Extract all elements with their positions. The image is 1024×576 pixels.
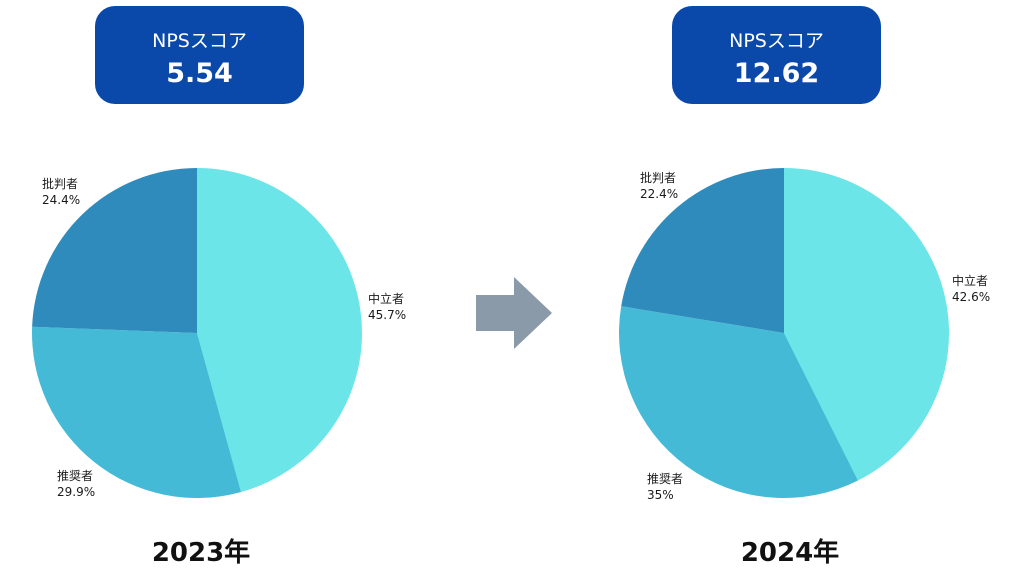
year-label-2024: 2024年: [740, 538, 840, 568]
nps-score-label: NPSスコア: [729, 30, 824, 52]
slice-label-promoter: 推奨者: [57, 469, 93, 483]
year-label-2023: 2023年: [151, 538, 251, 568]
slice-label-detractor: 批判者: [42, 176, 78, 191]
nps-score-value: 5.54: [166, 58, 233, 89]
slice-value-promoter: 29.9%: [57, 485, 95, 499]
slice-value-neutral: 45.7%: [368, 308, 406, 322]
pie-slice-neutral: [784, 168, 949, 481]
slice-value-neutral: 42.6%: [952, 290, 990, 304]
nps-score-box-2024: NPSスコア 12.62: [672, 6, 881, 104]
pie-slice-promoter: [619, 306, 858, 498]
right-arrow-icon: [476, 277, 552, 349]
nps-score-label: NPSスコア: [152, 30, 247, 52]
nps-score-value: 12.62: [733, 58, 820, 89]
pie-slice-promoter: [31, 326, 242, 498]
nps-score-box-2023: NPSスコア 5.54: [95, 6, 304, 104]
slice-label-promoter: 推奨者: [647, 472, 683, 486]
pie-slice-detractor: [621, 168, 784, 333]
slice-label-detractor: 批判者: [640, 170, 676, 185]
slice-value-detractor: 24.4%: [42, 193, 80, 207]
pie-slice-neutral: [197, 168, 362, 493]
slice-value-detractor: 22.4%: [640, 187, 678, 201]
pie-slice-detractor: [32, 168, 198, 333]
slice-label-neutral: 中立者: [952, 273, 988, 288]
pie-chart-2024: 中立者 42.6% 推奨者 35% 批判者 22.4%: [619, 168, 990, 502]
slice-value-promoter: 35%: [647, 488, 674, 502]
slice-label-neutral: 中立者: [368, 291, 404, 306]
pie-chart-2023: 中立者 45.7% 推奨者 29.9% 批判者 24.4%: [31, 168, 406, 499]
